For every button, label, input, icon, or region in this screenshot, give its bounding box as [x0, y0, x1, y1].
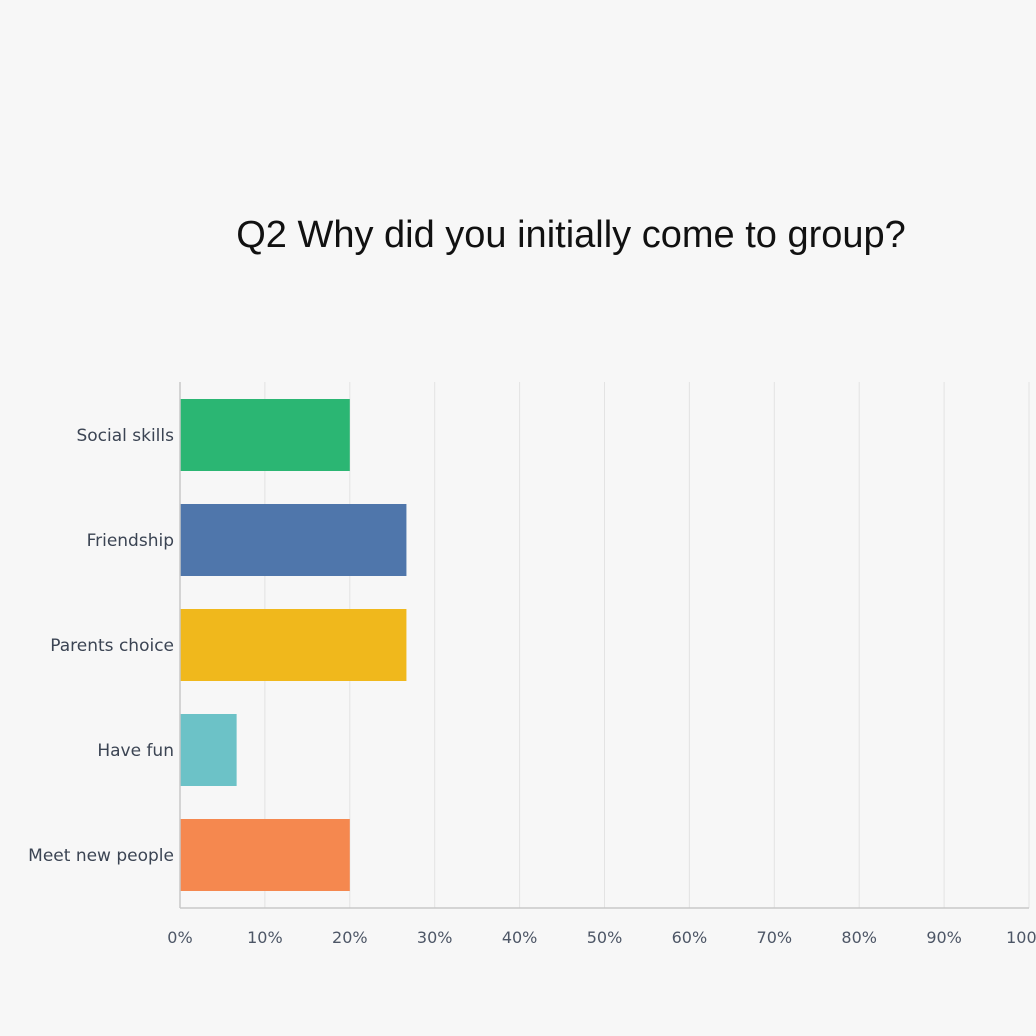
bar-meet-new-people [180, 819, 350, 891]
x-tick-label: 30% [417, 928, 453, 947]
x-tick-label: 50% [587, 928, 623, 947]
x-tick-label: 10% [247, 928, 283, 947]
bar-parents-choice [180, 609, 407, 681]
axes [179, 382, 1029, 909]
x-tick-label: 40% [502, 928, 538, 947]
bars [180, 399, 407, 891]
bar-social-skills [180, 399, 350, 471]
bar-have-fun [180, 714, 237, 786]
x-tick-label: 70% [757, 928, 793, 947]
category-label: Social skills [76, 426, 174, 446]
category-label: Friendship [87, 531, 174, 551]
category-label: Parents choice [50, 636, 174, 656]
category-label: Have fun [97, 741, 174, 761]
x-tick-label: 80% [841, 928, 877, 947]
chart-title: Q2 Why did you initially come to group? [236, 214, 906, 256]
tick-labels: 0% 10% 20% 30% 40% 50% 60% 70% 80% 90% 100% [167, 928, 1036, 947]
x-tick-label: 60% [672, 928, 708, 947]
x-tick-label: 90% [926, 928, 962, 947]
x-tick-label: 100% [1006, 928, 1036, 947]
bar-friendship [180, 504, 407, 576]
category-label: Meet new people [28, 846, 174, 866]
category-labels: Social skills Friendship Parents choice Hav… [28, 426, 174, 866]
x-tick-label: 20% [332, 928, 368, 947]
x-tick-label: 0% [167, 928, 192, 947]
